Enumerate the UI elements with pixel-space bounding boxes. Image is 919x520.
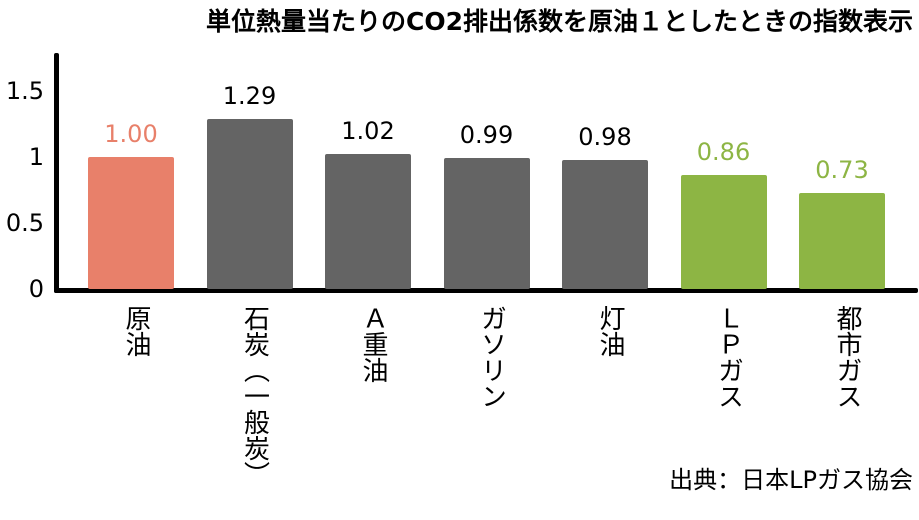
y-tick-label: 0	[28, 275, 44, 303]
bar	[206, 118, 293, 289]
bar-value-label: 1.00	[104, 120, 158, 148]
x-category-label: 原油	[121, 305, 151, 357]
bar	[443, 158, 530, 289]
x-category-label: 石炭（一般炭）	[239, 305, 270, 487]
bar-value-label: 0.98	[578, 122, 632, 151]
bar	[799, 192, 885, 289]
bar	[562, 159, 648, 289]
y-tick-label: 1	[28, 143, 44, 171]
chart-title: 単位熱量当たりのCO2排出係数を原油１としたときの指数表示	[206, 7, 913, 36]
bar-value-label: 0.73	[815, 155, 869, 184]
source-note: 出典：日本LPガス協会	[669, 466, 913, 494]
x-category-label: 灯油	[595, 305, 625, 357]
x-axis-line	[54, 288, 918, 293]
bar-value-label: 1.02	[341, 117, 395, 146]
bar-value-label: 1.29	[222, 81, 277, 110]
y-axis-line	[54, 53, 59, 293]
x-category-label: 都市ガス	[832, 305, 862, 409]
bar	[88, 157, 174, 289]
bar-value-label: 0.99	[459, 121, 514, 150]
y-tick-label: 1.5	[5, 77, 44, 105]
x-category-label: ガソリン	[476, 305, 507, 409]
bar-value-label: 0.86	[696, 138, 751, 167]
bar	[680, 175, 767, 289]
bar	[325, 154, 411, 289]
y-tick-label: 0.5	[5, 209, 44, 237]
x-category-label: Ａ重油	[358, 305, 388, 383]
x-category-label: ＬＰガス	[713, 305, 744, 409]
